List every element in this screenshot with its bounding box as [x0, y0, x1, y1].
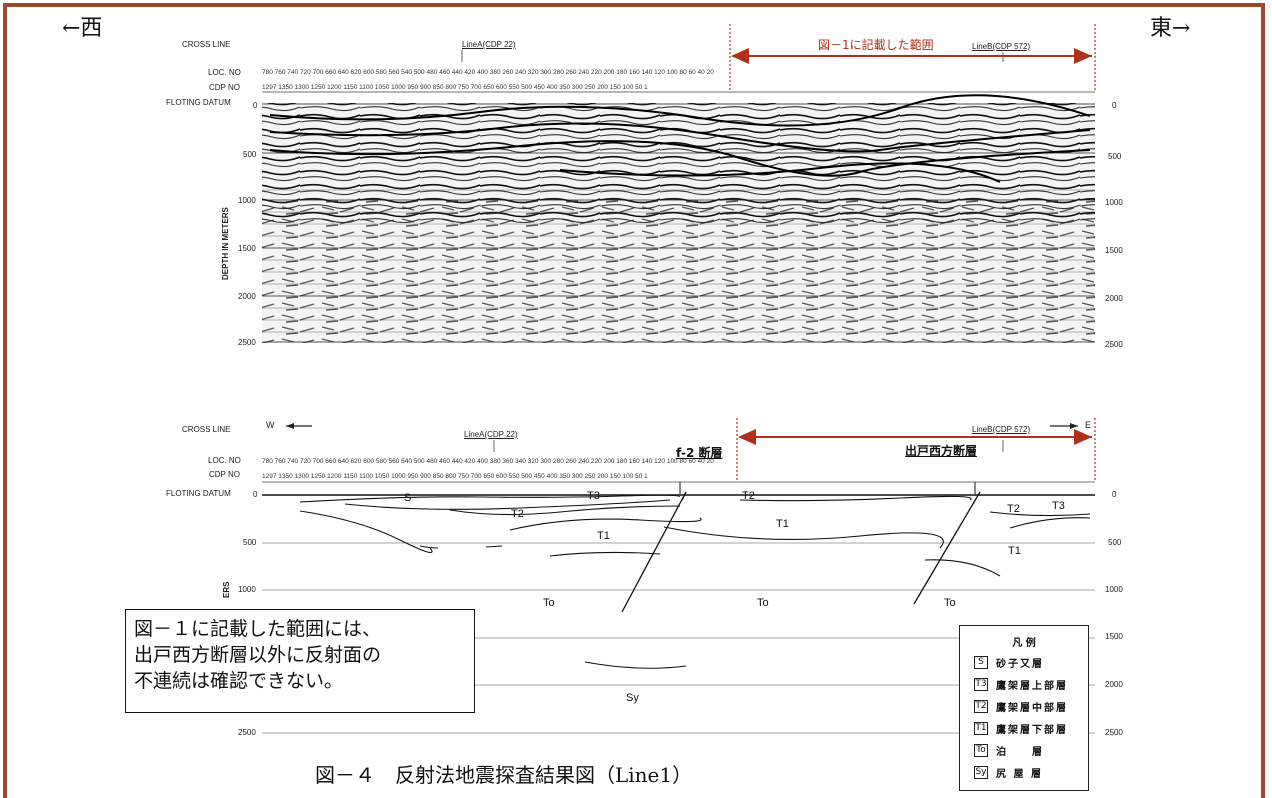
- legend-code: T1: [974, 721, 988, 735]
- unit-t2-label-c: T2: [1007, 503, 1020, 515]
- top-cross-line-label: CROSS LINE: [182, 40, 231, 49]
- top-depth-tick-500-right: 500: [1108, 152, 1122, 161]
- legend-title: 凡 例: [1012, 638, 1036, 649]
- legend-code: T3: [974, 677, 988, 691]
- top-loc-no-label: LOC. NO: [208, 68, 241, 77]
- unit-t1-label-a: T1: [597, 530, 610, 542]
- top-depth-tick-1500-right: 1500: [1105, 246, 1123, 255]
- bottom-e-label: E: [1085, 420, 1092, 430]
- legend: 凡 例 S 砂子又層 T3 鷹架層上部層 T2 鷹架層中部層 T1 鷹架層下部層…: [959, 625, 1089, 791]
- top-depth-tick-2500-right: 2500: [1105, 340, 1123, 349]
- bottom-cross-line-label: CROSS LINE: [182, 425, 231, 434]
- top-datum-label: FLOTING DATUM: [166, 98, 231, 107]
- top-depth-tick-1000-right: 1000: [1105, 198, 1123, 207]
- legend-item-to: To 泊 層: [974, 742, 1044, 758]
- unit-t2-label-a: T2: [511, 508, 524, 520]
- legend-name: 鷹架層中部層: [996, 702, 1068, 714]
- bottom-depth-tick-1000-left: 1000: [238, 585, 256, 594]
- legend-name: 鷹架層上部層: [996, 680, 1068, 692]
- top-line-a-label: LineA(CDP 22): [462, 40, 516, 49]
- top-depth-tick-500-left: 500: [243, 150, 257, 159]
- bottom-depth-axis-fragment: ERS: [222, 581, 231, 598]
- legend-code: To: [974, 743, 988, 757]
- unit-t2-label-b: T2: [742, 490, 755, 502]
- top-depth-tick-0-left: 0: [253, 101, 258, 110]
- legend-name: 泊 層: [996, 746, 1044, 758]
- note-line-2: 出戸西方断層以外に反射面の: [134, 644, 382, 666]
- unit-s-label: S: [404, 492, 412, 504]
- note-callout: 図－１に記載した範囲には、 出戸西方断層以外に反射面の 不連続は確認できない。: [125, 609, 475, 713]
- page-frame: [3, 3, 1265, 798]
- top-line-b-label: LineB(CDP 572): [972, 42, 1031, 51]
- bottom-cdp-numbers: 1297 1350 1300 1250 1200 1150 1100 1050 …: [262, 473, 648, 480]
- bottom-depth-tick-0-left: 0: [253, 490, 258, 499]
- legend-code: S: [974, 655, 988, 669]
- bottom-cdp-no-label: CDP NO: [209, 470, 240, 479]
- bottom-depth-tick-0-right: 0: [1112, 490, 1117, 499]
- figure-caption: 図－４ 反射法地震探査結果図（Line1）: [315, 763, 693, 787]
- legend-name: 鷹架層下部層: [996, 724, 1068, 736]
- fault-f2-label: f-2 断層: [676, 446, 723, 460]
- bottom-line-a-label: LineA(CDP 22): [464, 430, 518, 439]
- top-depth-tick-0-right: 0: [1112, 101, 1117, 110]
- top-horizontal-lines: [262, 189, 1095, 333]
- legend-item-t1: T1 鷹架層下部層: [974, 720, 1068, 736]
- bottom-datum-label: FLOTING DATUM: [166, 489, 231, 498]
- bottom-line-b-label: LineB(CDP 572): [972, 425, 1031, 434]
- unit-to-label-a: To: [543, 597, 555, 609]
- legend-item-s: S 砂子又層: [974, 654, 1044, 670]
- note-line-1: 図－１に記載した範囲には、: [134, 618, 382, 640]
- bottom-w-label: W: [266, 420, 275, 430]
- bottom-depth-tick-2500-right: 2500: [1105, 728, 1123, 737]
- top-wave-crests: [269, 94, 1091, 183]
- bottom-depth-tick-500-left: 500: [243, 538, 257, 547]
- unit-to-label-c: To: [944, 597, 956, 609]
- unit-t3-label-c: T3: [1052, 500, 1065, 512]
- fault-lines: [621, 491, 981, 613]
- legend-item-t2: T2 鷹架層中部層: [974, 698, 1068, 714]
- east-direction: 東→: [1150, 16, 1191, 41]
- top-seismic-deep: [262, 200, 1095, 343]
- top-depth-tick-1000-left: 1000: [238, 196, 256, 205]
- bottom-depth-tick-1500-right: 1500: [1105, 632, 1123, 641]
- legend-code: T2: [974, 699, 988, 713]
- top-cdp-numbers: 1297 1350 1300 1250 1200 1150 1100 1050 …: [262, 84, 648, 91]
- bottom-horizon-lines: [299, 494, 1091, 669]
- bottom-w-arrowhead: [286, 423, 294, 429]
- unit-t1-label-c: T1: [1008, 545, 1021, 557]
- top-depth-tick-1500-left: 1500: [238, 244, 256, 253]
- bottom-e-arrowhead: [1070, 423, 1078, 429]
- bottom-depth-tick-2000-right: 2000: [1105, 680, 1123, 689]
- legend-item-t3: T3 鷹架層上部層: [974, 676, 1068, 692]
- top-depth-tick-2000-left: 2000: [238, 292, 256, 301]
- note-line-3: 不連続は確認できない。: [134, 670, 344, 692]
- fault-ide-label: 出戸西方断層: [905, 444, 978, 458]
- bottom-depth-tick-500-right: 500: [1108, 538, 1122, 547]
- top-loc-numbers: 780 760 740 720 700 660 640 620 600 580 …: [262, 69, 714, 76]
- unit-to-label-b: To: [757, 597, 769, 609]
- unit-t3-label-a: T3: [587, 490, 600, 502]
- bottom-loc-numbers: 780 760 740 720 700 660 640 620 600 580 …: [262, 458, 714, 465]
- unit-sy-label: Sy: [626, 692, 639, 704]
- legend-name: 砂子又層: [996, 658, 1044, 670]
- bottom-loc-no-label: LOC. NO: [208, 456, 241, 465]
- top-depth-tick-2000-right: 2000: [1105, 294, 1123, 303]
- bottom-depth-tick-1000-right: 1000: [1105, 585, 1123, 594]
- top-depth-tick-2500-left: 2500: [238, 338, 256, 347]
- unit-t1-label-b: T1: [776, 518, 789, 530]
- bottom-depth-tick-2500-left: 2500: [238, 728, 256, 737]
- legend-item-sy: Sy 尻 屋 層: [974, 764, 1043, 780]
- legend-code: Sy: [974, 765, 988, 779]
- west-direction: ←西: [62, 16, 103, 41]
- top-cdp-no-label: CDP NO: [209, 83, 240, 92]
- legend-name: 尻 屋 層: [996, 768, 1043, 780]
